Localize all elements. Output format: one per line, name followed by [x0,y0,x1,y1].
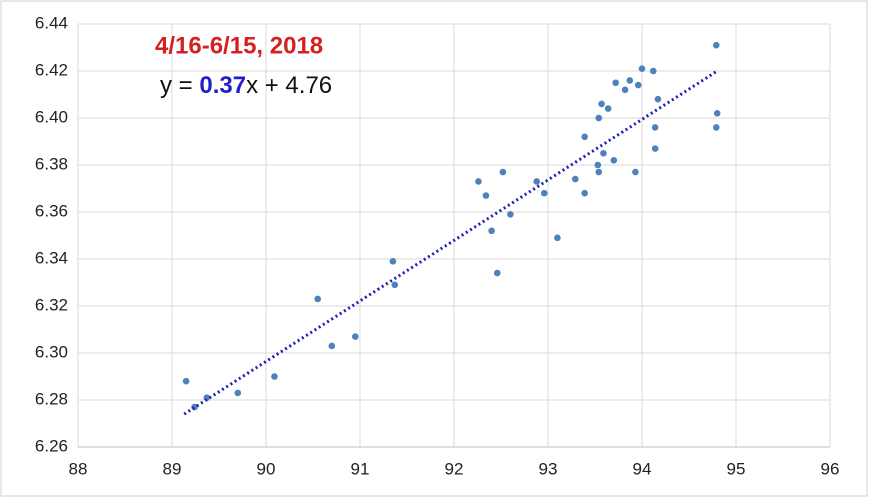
point [638,65,646,72]
y-tick-label: 6.28 [35,389,68,408]
point [533,178,541,185]
x-tick-label: 92 [445,459,464,478]
point [488,227,495,235]
point [389,258,397,265]
point [651,124,659,131]
point [594,161,602,169]
point [621,86,629,94]
x-tick-label: 95 [727,459,746,478]
y-tick-label: 6.34 [35,248,68,267]
y-tick-label: 6.36 [35,201,68,220]
equation-prefix: y = [160,72,199,99]
point [234,389,242,397]
point [634,81,642,89]
equation: y = 0.37x + 4.76 [160,72,332,99]
point [604,105,612,112]
y-tick-label: 6.32 [35,295,68,314]
y-tick-label: 6.44 [35,13,68,32]
point [328,342,336,350]
point [595,168,603,176]
point [352,333,359,340]
y-tick-label: 6.30 [35,342,68,361]
x-tick-label: 93 [539,459,558,478]
point [314,295,322,303]
point [712,41,720,49]
point [499,168,507,176]
point [493,269,501,277]
point [598,100,605,108]
x-tick-label: 94 [633,459,652,478]
point [475,178,482,185]
point [391,281,399,289]
point [713,110,721,117]
point [712,124,720,131]
point [554,234,561,242]
point [507,211,514,218]
point [595,114,603,122]
trendline [183,69,719,416]
point [600,149,607,157]
point [610,157,618,164]
x-tick-label: 96 [821,459,840,478]
x-tick-label: 89 [163,459,182,478]
equation-suffix: x + 4.76 [246,72,332,99]
point [612,79,619,87]
x-tick-label: 88 [69,459,88,478]
point [581,189,588,197]
y-tick-label: 6.38 [35,154,68,173]
point [540,189,548,197]
point [271,373,278,380]
point [581,133,588,141]
y-tick-label: 6.40 [35,107,68,126]
point [654,95,662,103]
x-tick-label: 90 [257,459,276,478]
point [626,77,634,84]
chart-title: 4/16-6/15, 2018 [155,32,323,59]
point [649,67,657,75]
point [482,192,490,199]
point [571,175,579,183]
point [182,377,190,385]
y-tick-label: 6.26 [35,436,68,455]
y-tick-label: 6.42 [35,60,68,79]
point [651,145,659,152]
x-tick-label: 91 [351,459,370,478]
point [632,168,639,176]
equation-slope: 0.37 [199,72,246,99]
